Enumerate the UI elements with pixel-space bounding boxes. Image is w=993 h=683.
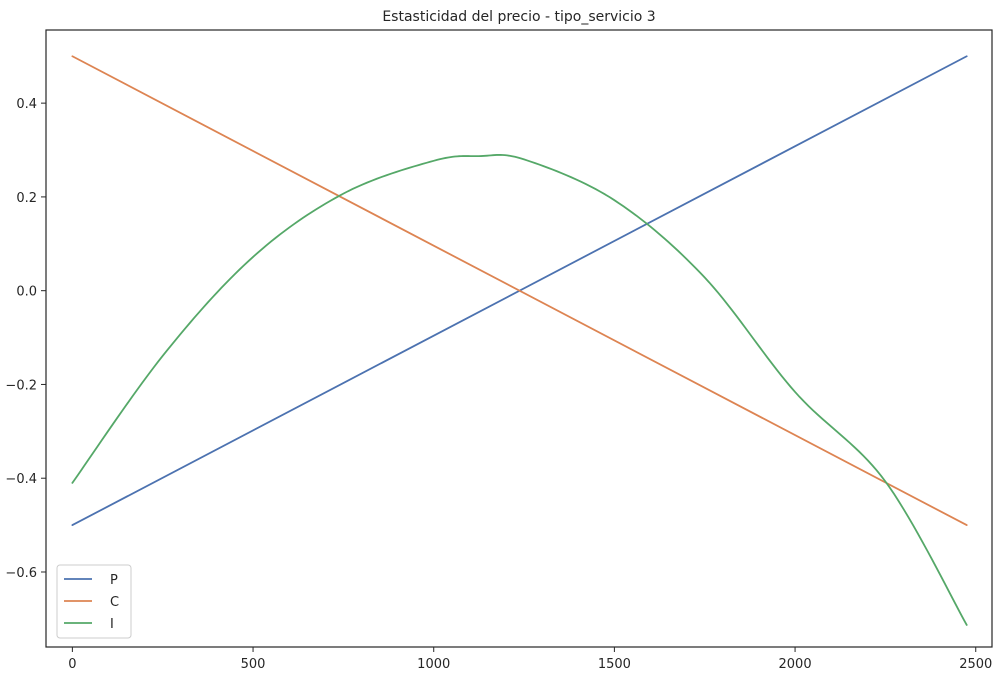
y-tick-label: −0.2: [5, 378, 37, 393]
plot-frame: [45, 29, 993, 648]
legend: PCI: [56, 564, 132, 639]
y-tick-label: 0.0: [16, 285, 37, 300]
x-tick-label: 500: [241, 657, 266, 672]
x-tick-label: 1500: [598, 657, 631, 672]
y-tick-label: −0.6: [5, 566, 37, 581]
x-tick-label: 2500: [959, 657, 992, 672]
series-line-i: [71, 154, 968, 626]
x-tick-label: 1000: [417, 657, 450, 672]
x-tick-label: 0: [68, 657, 76, 672]
chart-title: Estasticidad del precio - tipo_servicio …: [382, 9, 655, 25]
legend-label-i: I: [110, 617, 114, 632]
legend-box: [56, 564, 132, 639]
legend-label-p: P: [110, 573, 118, 588]
y-tick-label: 0.2: [16, 191, 37, 206]
y-tick-label: 0.4: [16, 97, 37, 112]
legend-label-c: C: [110, 595, 119, 610]
x-tick-label: 2000: [779, 657, 812, 672]
y-tick-label: −0.4: [5, 472, 37, 487]
plot-area: 0 500 1000 1500 2000 2500 −0.6 −0.4 −0.2 0.0 0.2 0.…: [5, 29, 993, 672]
series-line-c: [71, 55, 968, 526]
